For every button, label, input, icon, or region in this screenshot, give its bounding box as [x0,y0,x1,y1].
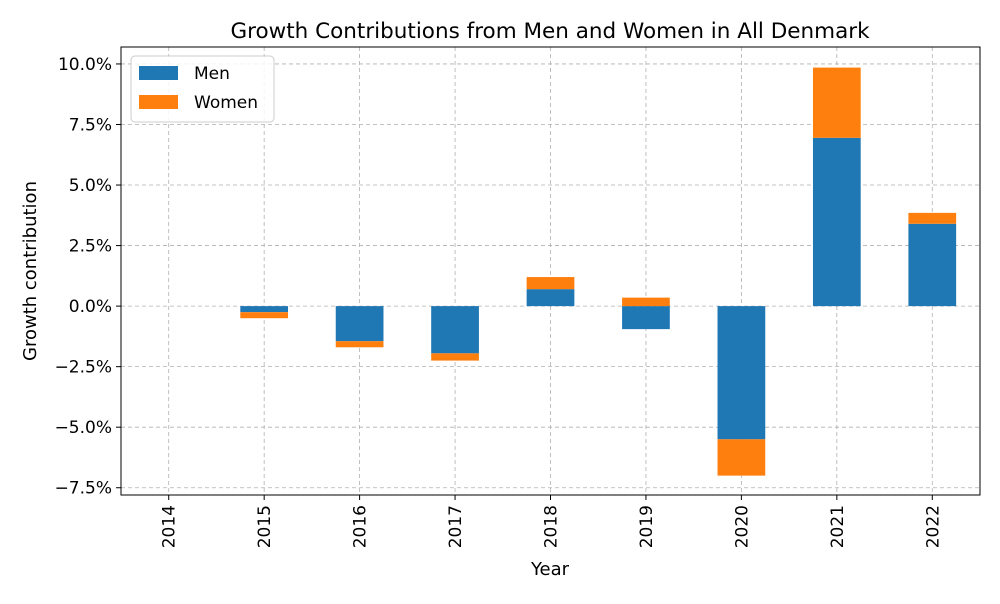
x-tick-label: 2021 [828,505,848,548]
legend-label-men: Men [194,64,230,84]
y-axis-label: Growth contribution [20,181,41,361]
y-tick-label: 10.0% [58,55,112,75]
bar-men-2019 [622,306,670,330]
x-tick-label: 2014 [160,505,180,548]
y-tick-label: −2.5% [55,358,112,378]
bar-women-2015 [240,312,289,319]
bar-men-2018 [526,289,575,307]
x-tick-label: 2016 [351,505,371,548]
y-tick-label: 2.5% [69,237,112,257]
bar-men-2021 [812,137,861,307]
x-axis-label: Year [530,559,570,580]
y-tick-label: −7.5% [55,479,112,499]
ticks-layer: −7.5% −5.0% −2.5% 0.0% 2.5% 5.0% 7.5% 10.0% 2014… [55,55,944,548]
chart-title: Growth Contributions from Men and Women … [230,19,870,44]
bar-men-2015 [240,306,289,313]
bars-layer [240,67,957,476]
bar-men-2016 [335,306,384,342]
bar-women-2020 [717,439,766,476]
x-tick-label: 2017 [446,505,466,548]
x-tick-label: 2019 [637,505,657,548]
legend-swatch-men [139,66,178,80]
x-tick-label: 2015 [255,505,275,548]
bar-women-2018 [526,277,575,290]
y-tick-label: −5.0% [55,418,112,438]
bar-women-2021 [812,67,861,138]
x-tick-label: 2022 [923,505,943,548]
bar-women-2019 [622,297,670,307]
legend-swatch-women [139,95,178,109]
y-tick-label: 7.5% [69,115,112,135]
x-tick-label: 2020 [732,505,752,548]
bar-men-2020 [717,306,766,440]
bar-women-2022 [908,212,957,224]
legend: Men Women [130,55,275,123]
y-tick-label: 0.0% [69,297,112,317]
x-tick-label: 2018 [542,505,562,548]
bar-women-2017 [431,353,479,361]
bar-men-2017 [431,306,479,354]
bar-women-2016 [335,341,384,348]
bar-men-2022 [908,223,957,307]
legend-label-women: Women [194,93,258,113]
y-tick-label: 5.0% [69,176,112,196]
